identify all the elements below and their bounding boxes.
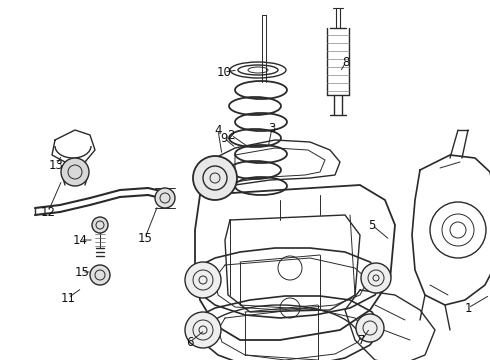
Circle shape: [155, 188, 175, 208]
Text: 10: 10: [217, 66, 231, 78]
Text: 14: 14: [73, 234, 88, 247]
Circle shape: [361, 263, 391, 293]
Circle shape: [356, 314, 384, 342]
Text: 1: 1: [464, 302, 472, 315]
Text: 2: 2: [227, 129, 235, 141]
Text: 3: 3: [269, 122, 276, 135]
Text: 7: 7: [358, 333, 366, 346]
Text: 11: 11: [60, 292, 75, 305]
Text: 13: 13: [49, 158, 63, 171]
Text: 15: 15: [138, 231, 152, 244]
Circle shape: [185, 262, 221, 298]
Text: 5: 5: [368, 219, 376, 231]
Circle shape: [90, 265, 110, 285]
Text: 15: 15: [74, 266, 90, 279]
Text: 6: 6: [186, 336, 194, 348]
Text: 9: 9: [220, 131, 228, 144]
Text: 12: 12: [41, 206, 55, 219]
Circle shape: [61, 158, 89, 186]
Circle shape: [92, 217, 108, 233]
Circle shape: [185, 312, 221, 348]
Text: 8: 8: [343, 55, 350, 68]
Circle shape: [193, 156, 237, 200]
Text: 4: 4: [214, 123, 222, 136]
